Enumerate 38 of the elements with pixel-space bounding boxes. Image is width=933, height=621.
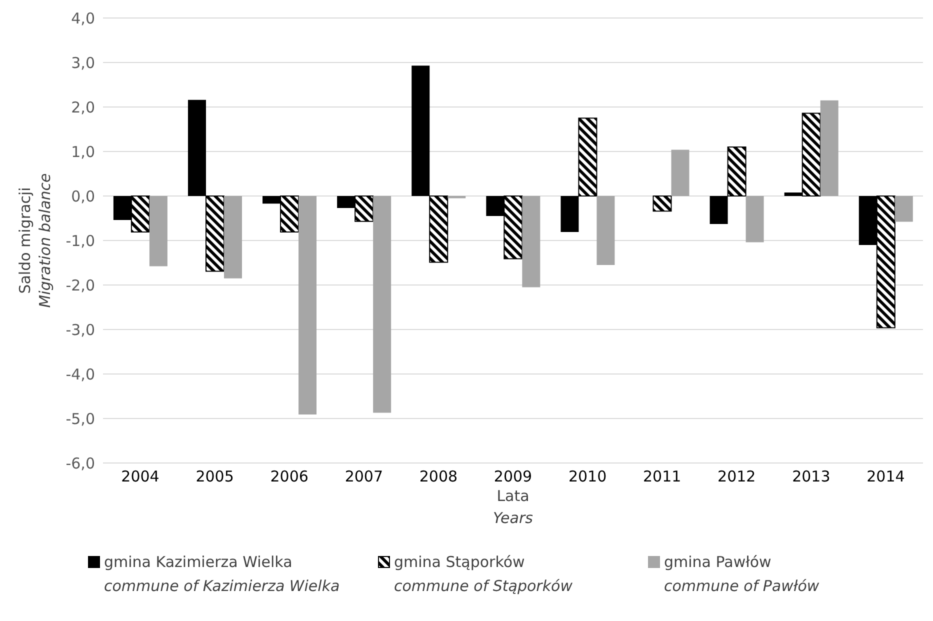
y-tick-label: 0,0 [71,187,95,206]
y-tick-label: -1,0 [66,232,95,250]
x-tick-label: 2004 [121,468,160,486]
bar [894,196,913,222]
x-axis-title: Lata Years [493,487,534,527]
y-tick-label: 3,0 [71,54,95,72]
legend-label: gmina Stąporków commune of Stąporków [393,553,574,595]
y-tick-label: -4,0 [66,365,95,384]
y-tick-label: 4,0 [71,9,95,28]
bar [522,196,540,288]
y-tick-label: -2,0 [66,276,95,294]
y-tick-label: -3,0 [66,320,95,339]
x-tick-label: 2014 [866,468,905,486]
x-tick-label: 2012 [718,468,756,486]
bar [596,196,615,265]
y-tick-label: 1,0 [71,142,95,161]
y-tick-label: -6,0 [66,454,95,472]
x-tick-label: 2005 [196,468,234,486]
x-tick-label: 2008 [419,468,458,486]
y-tick-label: -5,0 [66,410,95,428]
x-tick-label: 2011 [642,468,682,486]
bar [671,150,690,196]
x-tick-label: 2013 [792,468,830,486]
bar [298,196,317,414]
bar [224,196,242,278]
bar [149,196,168,266]
bar [746,196,764,242]
legend-label: gmina Pawłów commune of Pawłów [663,553,820,595]
bar [373,196,392,413]
x-tick-label: 2007 [344,468,384,486]
bar [820,100,838,196]
bar [652,196,672,212]
legend-label: gmina Kazimierza Wielka commune of Kazimierza Wielka [103,553,341,595]
x-tick-label: 2006 [270,468,308,486]
x-tick-label: 2009 [494,468,532,486]
y-axis-title: Saldo migracji Migration balance [16,173,54,308]
x-tick-label: 2010 [568,468,607,486]
y-tick-label: 2,0 [71,98,95,116]
